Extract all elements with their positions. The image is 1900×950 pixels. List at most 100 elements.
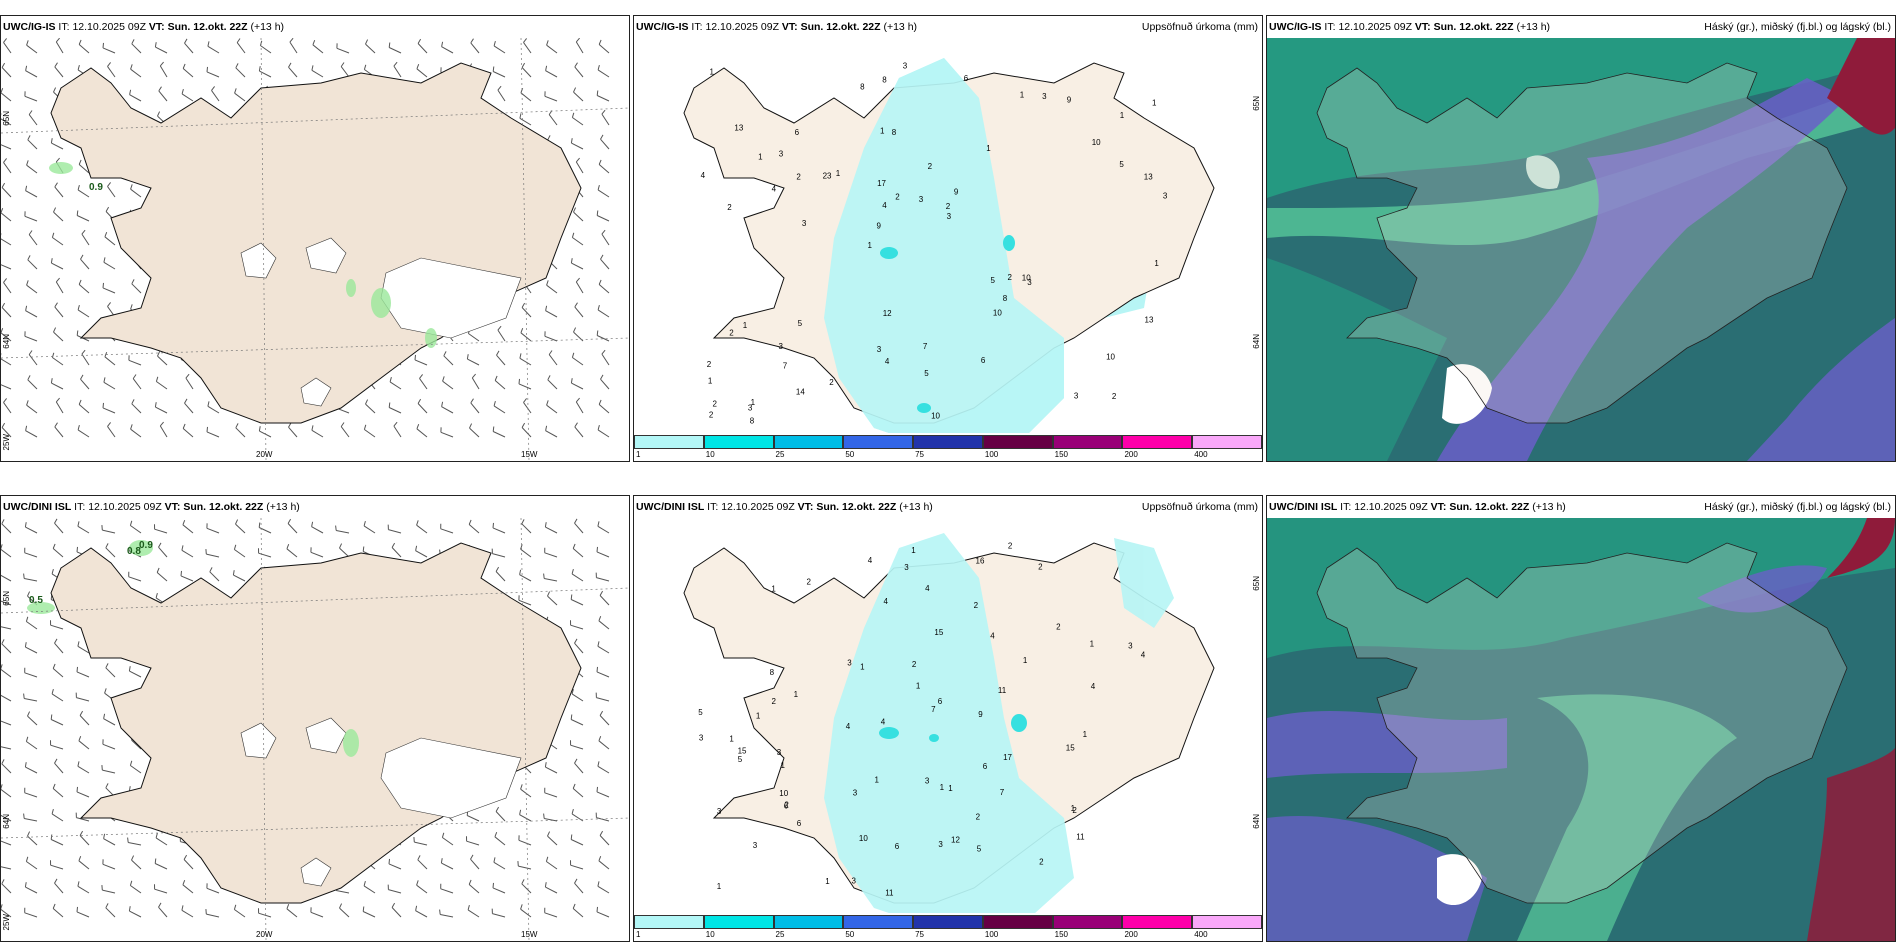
wind-barb-flag xyxy=(107,422,111,427)
cloud-map xyxy=(1267,38,1895,461)
wind-barb xyxy=(235,523,246,534)
wind-barb-flag xyxy=(51,232,55,238)
precip-value: 1 xyxy=(729,735,734,744)
wind-barb xyxy=(340,426,350,438)
wind-barb-flag xyxy=(339,543,343,549)
wind-barb xyxy=(574,882,584,894)
wind-barb xyxy=(26,404,38,414)
wind-barb-flag xyxy=(78,159,82,165)
wind-barb-flag xyxy=(155,592,158,599)
wind-barb xyxy=(597,525,610,534)
wind-barb xyxy=(598,620,610,630)
wind-barb xyxy=(159,65,168,78)
wind-barb-flag xyxy=(132,374,137,379)
wind-barb xyxy=(416,68,428,78)
wind-barb xyxy=(24,95,38,102)
precip-value: 2 xyxy=(784,801,789,810)
wind-barb xyxy=(544,912,558,918)
wind-barb-flag xyxy=(1,544,3,550)
wind-barb-flag xyxy=(184,398,188,404)
wind-barb xyxy=(25,430,38,438)
wind-barb-flag xyxy=(519,569,522,575)
wind-barb-flag xyxy=(521,519,525,525)
colorbar-segment xyxy=(982,915,1053,929)
wind-barb-flag xyxy=(76,330,79,336)
wind-barb-flag xyxy=(26,40,29,46)
precip-value: 9 xyxy=(978,710,983,719)
wind-barb-flag xyxy=(571,232,575,238)
wind-barb-flag xyxy=(597,881,600,887)
wind-barb-flag xyxy=(571,688,574,695)
panel-header: UWC/IG-IS IT: 12.10.2025 09Z VT: Sun. 12… xyxy=(1267,16,1895,38)
precip-overlay xyxy=(824,533,1174,928)
colorbar-tick: 10 xyxy=(705,450,715,459)
precip-value: 1 xyxy=(880,127,885,136)
colorbar-tick: 50 xyxy=(845,450,855,459)
colorbar-tick: 200 xyxy=(1124,450,1138,459)
wind-label: 0.8 xyxy=(127,546,141,557)
lon-label: 15W xyxy=(521,450,538,459)
wind-barb-flag xyxy=(52,903,56,909)
wind-barb xyxy=(79,835,90,846)
wind-barb-flag xyxy=(598,616,602,621)
wind-barb-flag xyxy=(1,328,4,333)
wind-barb xyxy=(54,426,64,438)
wind-barb-flag xyxy=(441,41,444,47)
wind-barb-flag xyxy=(3,278,7,283)
precip-value: 1 xyxy=(758,153,763,162)
wind-barb-flag xyxy=(335,525,337,531)
panel-title: Háský (gr.), miðský (fj.bl.) og lágský (… xyxy=(1704,21,1891,33)
wind-barb xyxy=(597,765,610,774)
wind-barb-flag xyxy=(570,714,573,720)
precip-panel-row1: UWC/IG-IS IT: 12.10.2025 09Z VT: Sun. 12… xyxy=(633,15,1263,462)
wind-barb-flag xyxy=(601,349,606,355)
wind-barb-flag xyxy=(130,304,133,310)
wind-barb-flag xyxy=(415,905,418,911)
wind-barb xyxy=(24,335,38,342)
wind-barb-flag xyxy=(128,906,131,912)
wind-barb-flag xyxy=(3,38,7,43)
precip-value: 1 xyxy=(1154,259,1159,268)
wind-barb xyxy=(206,887,220,894)
wind-barb xyxy=(596,335,610,342)
wind-barb-flag xyxy=(519,113,522,119)
precip-value: 1 xyxy=(756,711,761,720)
wind-barb xyxy=(1,118,12,126)
wind-barb xyxy=(1,626,12,630)
wind-barb-flag xyxy=(51,352,55,358)
wind-barb xyxy=(3,282,12,294)
wind-barb-flag xyxy=(77,881,80,887)
precip-value: 2 xyxy=(928,162,933,171)
colorbar-tick: 75 xyxy=(915,450,925,459)
wind-barb xyxy=(544,792,558,798)
precip-highlights xyxy=(880,235,1015,413)
wind-barb xyxy=(77,885,90,894)
wind-barb xyxy=(598,860,610,870)
wind-barb xyxy=(570,864,584,870)
wind-barb xyxy=(128,359,142,366)
wind-barb-flag xyxy=(183,854,188,860)
wind-barb xyxy=(443,355,454,366)
wind-barb xyxy=(548,114,558,126)
wind-barb xyxy=(107,426,116,438)
wind-barb-flag xyxy=(493,400,496,407)
lat-label: 64N xyxy=(2,814,11,829)
wind-barb-flag xyxy=(25,736,29,742)
wind-barb xyxy=(1,788,12,798)
wind-barb-flag xyxy=(545,425,548,431)
wind-barb xyxy=(51,813,64,822)
precip-value: 8 xyxy=(770,668,775,677)
precip-value: 5 xyxy=(924,369,929,378)
wind-barb xyxy=(571,142,584,150)
wind-barb xyxy=(598,284,610,294)
wind-barb-flag xyxy=(55,397,60,403)
precip-value: 5 xyxy=(798,319,803,328)
precip-value: 3 xyxy=(1042,92,1047,101)
wind-barb-flag xyxy=(76,906,78,912)
wind-barb xyxy=(80,378,90,390)
precip-value: 1 xyxy=(1023,656,1028,665)
wind-barb xyxy=(470,42,480,54)
wind-barb xyxy=(52,357,64,366)
wind-barb xyxy=(492,913,506,918)
wind-barb xyxy=(364,429,376,438)
